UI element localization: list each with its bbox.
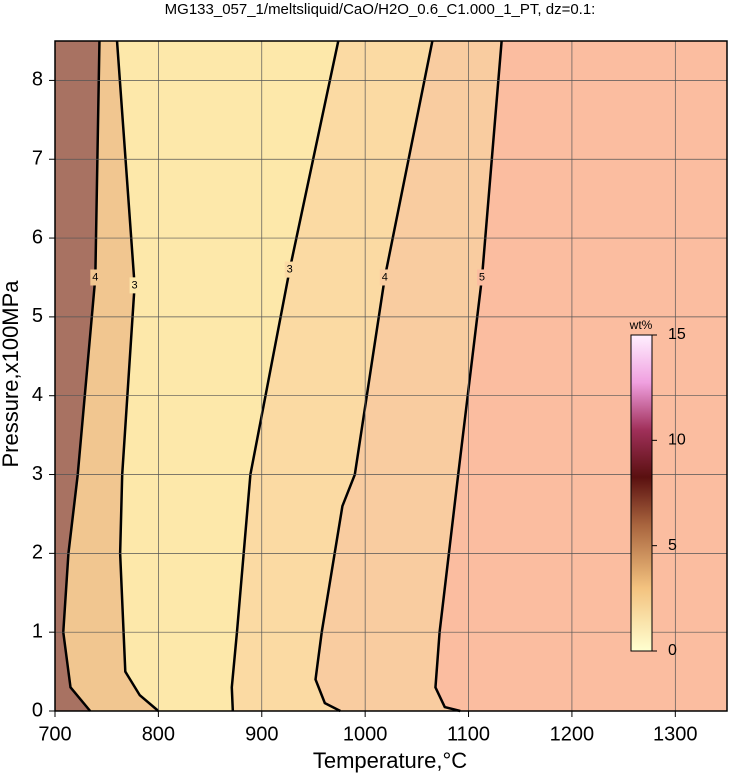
y-tick-label: 3 — [32, 463, 43, 485]
y-tick-label: 1 — [32, 620, 43, 642]
y-tick-label: 5 — [32, 305, 43, 327]
plot-frame — [54, 40, 728, 712]
contour-label: 4 — [382, 271, 388, 283]
y-tick-label: 7 — [32, 148, 43, 170]
y-tick-label: 6 — [32, 226, 43, 248]
colorbar-tick-label: 0 — [668, 642, 677, 659]
contour-label: 3 — [132, 279, 138, 291]
x-tick-label: 900 — [245, 723, 278, 745]
x-tick-label: 1200 — [550, 723, 595, 745]
x-axis-label: Temperature,°C — [313, 748, 467, 773]
y-tick-label: 8 — [32, 69, 43, 91]
y-tick-label: 2 — [32, 542, 43, 564]
y-tick-label: 0 — [32, 699, 43, 721]
contour-label: 3 — [287, 263, 293, 275]
contour-band — [435, 41, 727, 711]
contour-label-bg — [476, 269, 487, 286]
x-tick-label: 1300 — [653, 723, 698, 745]
x-tick-label: 800 — [142, 723, 175, 745]
colorbar — [630, 334, 653, 652]
x-tick-label: 700 — [38, 723, 71, 745]
contour-line — [314, 40, 434, 713]
contour-label-bg — [90, 269, 101, 286]
contour-label-bg — [284, 261, 295, 278]
contour-label-bg — [129, 277, 140, 294]
contour-label: 4 — [92, 271, 98, 283]
contour-label-bg — [379, 269, 390, 286]
y-tick-label: 4 — [32, 384, 43, 406]
x-tick-label: 1100 — [447, 723, 490, 745]
contour-label: 5 — [479, 271, 485, 283]
colorbar-tick-label: 10 — [668, 432, 686, 449]
colorbar-tick-label: 5 — [668, 537, 677, 554]
y-axis-label: Pressure,x100MPa — [0, 280, 23, 468]
x-tick-label: 1000 — [343, 723, 388, 745]
chart-title: MG133_057_1/meltsliquid/CaO/H2O_0.6_C1.0… — [165, 1, 596, 18]
colorbar-tick-label: 15 — [668, 326, 686, 343]
colorbar-label: wt% — [629, 318, 653, 332]
